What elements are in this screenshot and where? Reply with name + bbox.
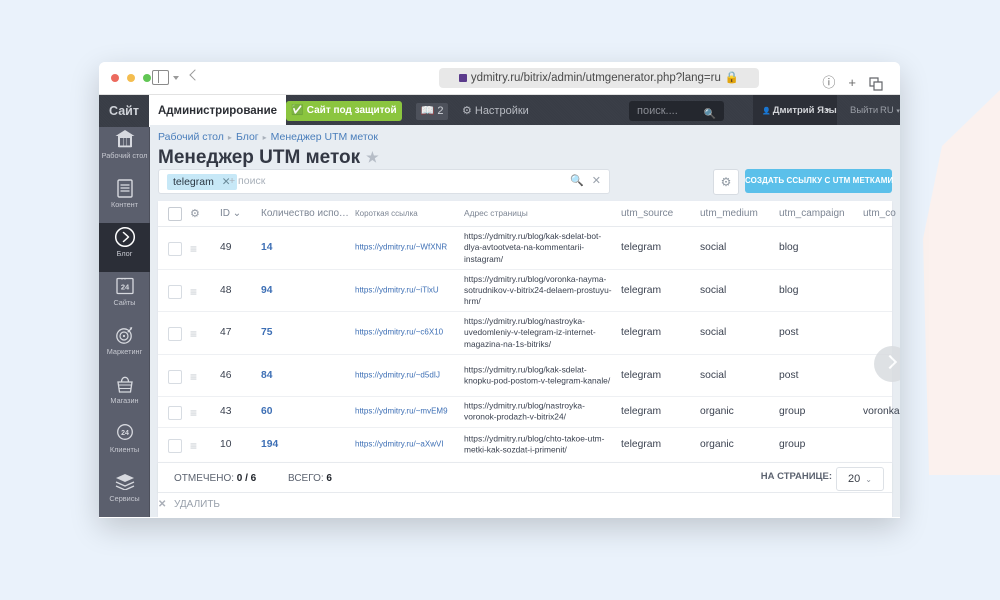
svg-text:24: 24 bbox=[121, 430, 129, 437]
svg-text:24: 24 bbox=[120, 283, 129, 292]
